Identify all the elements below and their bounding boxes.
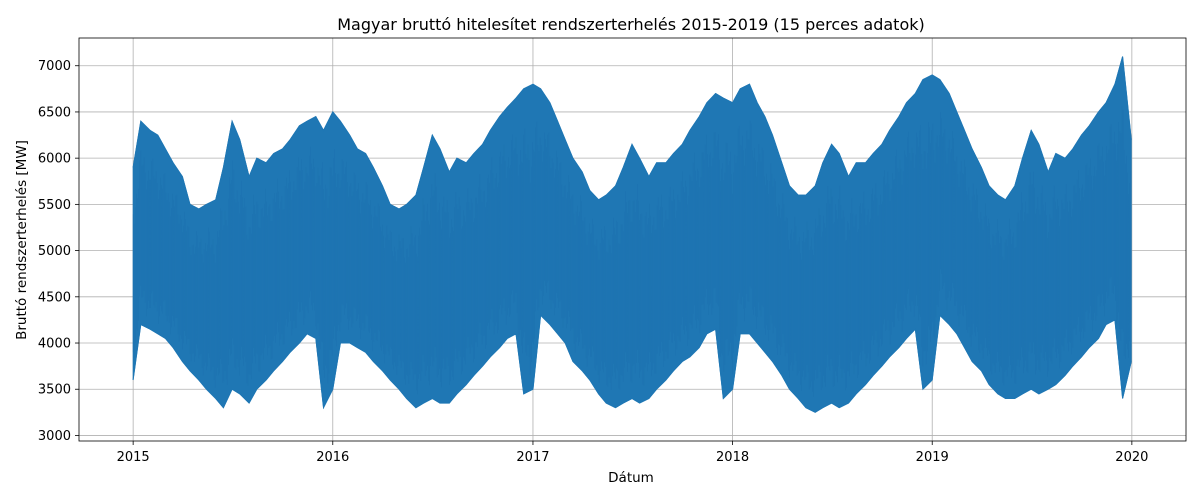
load-series-texture	[132, 106, 1132, 397]
x-tick-label: 2016	[316, 450, 349, 465]
y-tick-label: 6500	[38, 105, 71, 120]
x-tick-label: 2020	[1115, 450, 1148, 465]
x-axis-ticks: 2015 2016 2017 2018 2019 2020	[117, 441, 1148, 465]
x-tick-label: 2019	[916, 450, 949, 465]
chart-title: Magyar bruttó hitelesítet rendszerterhel…	[337, 15, 925, 34]
axes-frame	[78, 37, 1187, 442]
load-series-lower-line	[132, 314, 1132, 413]
y-tick-label: 5000	[38, 244, 71, 259]
y-tick-label: 4500	[38, 290, 71, 305]
y-axis-label: Bruttó rendszerterhelés [MW]	[14, 140, 30, 340]
plot-area	[132, 56, 1132, 413]
y-tick-label: 7000	[38, 59, 71, 74]
x-tick-label: 2015	[117, 450, 150, 465]
y-axis-ticks: 3000 3500 4000 4500 5000 5500 6000 6500 7000	[38, 59, 79, 444]
x-tick-label: 2018	[716, 450, 749, 465]
y-tick-label: 4000	[38, 337, 71, 352]
y-tick-label: 3000	[38, 429, 71, 444]
y-tick-label: 5500	[38, 198, 71, 213]
load-series-upper-line	[132, 56, 1132, 210]
y-tick-label: 3500	[38, 383, 71, 398]
x-tick-label: 2017	[516, 450, 549, 465]
x-axis-label: Dátum	[608, 470, 654, 486]
y-tick-label: 6000	[38, 152, 71, 167]
